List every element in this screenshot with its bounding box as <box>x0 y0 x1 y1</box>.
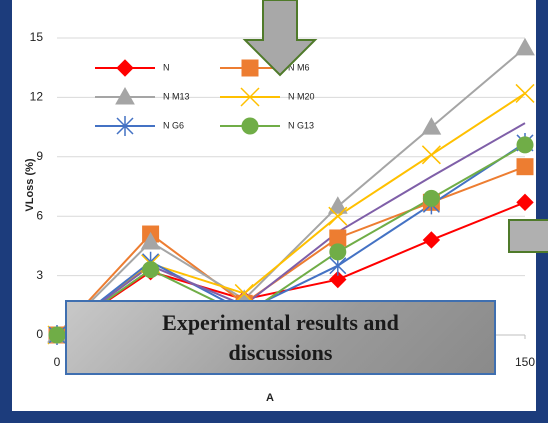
series-line <box>56 165 526 336</box>
legend-marker <box>115 86 135 105</box>
legend-label: N M13 <box>163 91 190 101</box>
legend-marker <box>241 117 259 135</box>
marker <box>329 270 347 289</box>
y-tick-label: 15 <box>30 30 44 44</box>
series-line <box>56 142 526 336</box>
legend-label: N M20 <box>288 91 315 101</box>
series-line <box>56 144 526 336</box>
marker <box>234 283 254 303</box>
marker <box>327 196 348 214</box>
legend-marker <box>241 59 259 77</box>
y-axis-title: VLoss (%) <box>24 158 36 212</box>
marker <box>422 231 441 249</box>
marker <box>515 37 535 56</box>
marker <box>516 193 534 212</box>
marker <box>516 158 534 176</box>
legend-label: N <box>163 62 170 72</box>
y-tick-label: 3 <box>36 268 43 282</box>
x-tick-label: 0 <box>54 355 61 369</box>
legend-item: N M20 <box>220 87 315 107</box>
marker <box>421 145 441 165</box>
series-line <box>56 47 526 336</box>
y-tick-label: 0 <box>36 327 43 341</box>
legend-label: N G13 <box>288 120 314 130</box>
x-axis-title: A <box>266 392 274 404</box>
banner: Experimental results and discussions <box>65 300 496 375</box>
marker <box>48 326 66 344</box>
legend-marker <box>116 59 134 77</box>
series-line <box>56 122 526 336</box>
marker <box>328 206 348 226</box>
y-tick-label: 12 <box>30 90 44 104</box>
legend-label: N G6 <box>163 120 184 130</box>
y-tick-label: 9 <box>36 149 43 163</box>
marker <box>329 243 347 261</box>
series-line <box>56 92 526 336</box>
marker <box>142 261 160 279</box>
legend-item: N <box>95 59 170 77</box>
legend-item: N G13 <box>220 117 314 135</box>
marker <box>422 189 440 207</box>
marker <box>140 231 161 250</box>
legend-marker <box>240 87 260 107</box>
marker <box>515 83 535 103</box>
legend-marker <box>116 116 134 136</box>
marker <box>421 117 442 135</box>
legend-item: N M13 <box>95 86 190 105</box>
x-tick-label: 150 <box>515 355 535 369</box>
legend-label: N M6 <box>288 62 310 72</box>
marker <box>516 136 534 154</box>
legend-item: N G6 <box>95 116 184 136</box>
y-tick-label: 6 <box>36 208 43 222</box>
